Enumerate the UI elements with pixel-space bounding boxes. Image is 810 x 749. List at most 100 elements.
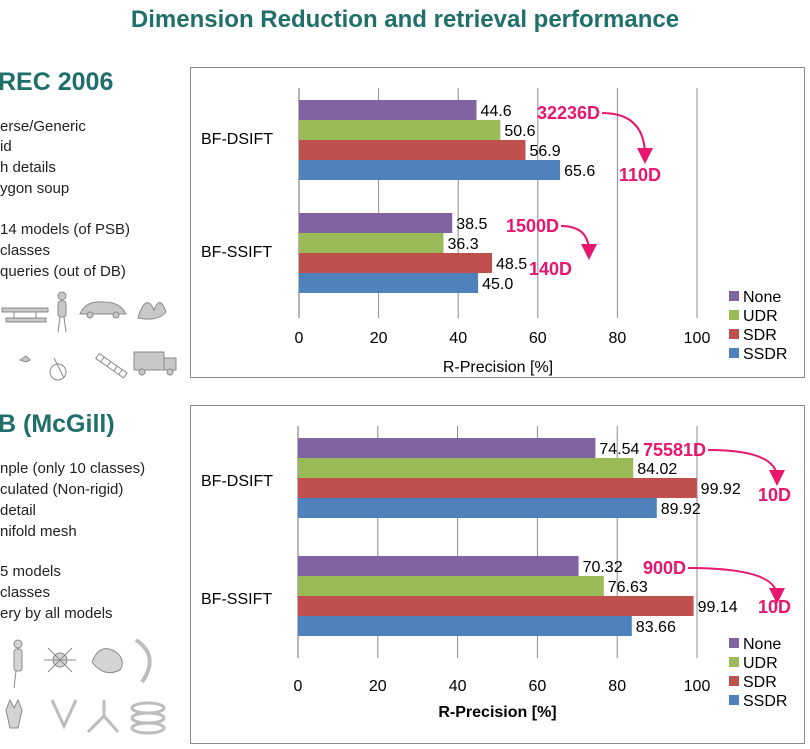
bar-ssdr [298, 498, 657, 518]
legend-swatch-none [729, 291, 739, 301]
annotation-arrow [688, 567, 785, 604]
legend-label: SSDR [743, 693, 787, 710]
section-heading-mcgill: B (McGill) [0, 410, 115, 438]
bar-none [298, 438, 596, 458]
legend-label: None [743, 289, 781, 306]
legend-swatch-ssdr [729, 695, 739, 705]
bar-value-label: 36.3 [447, 236, 478, 253]
bullet-text: culated (Non-rigid) [0, 481, 124, 498]
category-label: BF-DSIFT [201, 131, 273, 148]
bar-value-label: 70.32 [583, 559, 623, 576]
annotation-from-dimension: 900D [643, 558, 686, 578]
bar-none [299, 213, 453, 233]
chart-panel-mcgill: 0 20 40 60 80 100 BF-DSIFT 74.54 84.02 99.92 89.92… [190, 405, 805, 744]
bar-value-label: 99.92 [701, 481, 741, 498]
bar-none [299, 100, 477, 120]
bar-sdr [299, 140, 526, 160]
bar-ssdr [299, 273, 479, 293]
x-tick-label: 80 [608, 678, 626, 695]
legend-swatch-udr [729, 657, 739, 667]
bullet-text: ygon soup [0, 180, 70, 197]
annotation-from-dimension: 75581D [643, 440, 706, 460]
bar-none [298, 556, 579, 576]
bar-sdr [298, 596, 694, 616]
bullet-text: queries (out of DB) [0, 263, 126, 280]
annotation-to-dimension: 10D [758, 485, 791, 505]
legend-swatch-ssdr [729, 348, 739, 358]
model-thumbnails-mcgill [5, 638, 166, 735]
slide-title: Dimension Reduction and retrieval perfor… [130, 6, 680, 33]
annotation-arrow [561, 225, 597, 260]
bar-value-label: 48.5 [496, 256, 527, 273]
bullet-text: 14 models (of PSB) [0, 221, 131, 238]
bar-udr [298, 458, 634, 478]
category-label: BF-SSIFT [201, 591, 272, 608]
x-tick-label: 40 [449, 678, 467, 695]
x-tick-label: 80 [609, 330, 627, 347]
x-axis-label: R-Precision [%] [438, 704, 556, 721]
bar-value-label: 50.6 [504, 123, 535, 140]
bullet-text: detail [0, 502, 36, 519]
annotation-to-dimension: 110D [619, 165, 661, 185]
legend-label: SDR [743, 674, 777, 691]
annotation-arrow [708, 449, 785, 486]
bar-value-label: 38.5 [456, 216, 487, 233]
legend-label: None [743, 636, 781, 653]
annotation-from-dimension: 32236D [537, 103, 600, 123]
category-label: BF-SSIFT [201, 244, 272, 261]
x-tick-label: 40 [449, 330, 467, 347]
x-axis-label: R-Precision [%] [443, 359, 553, 376]
bullet-text: classes [0, 242, 51, 259]
bar-udr [299, 120, 501, 140]
chart-shrec: 0 20 40 60 80 100 BF-DSIFT 44.6 50.6 56.965.6 BF-S… [201, 88, 787, 376]
model-thumbnails-shrec [1, 291, 177, 381]
annotation-arrow [602, 112, 653, 164]
bullet-text: id [0, 138, 12, 155]
x-tick-label: 100 [684, 330, 711, 347]
chart-mcgill: 0 20 40 60 80 100 BF-DSIFT 74.54 84.02 99.9289.92… [201, 426, 791, 721]
bar-value-label: 74.54 [599, 441, 639, 458]
chart-panel-shrec: 0 20 40 60 80 100 BF-DSIFT 44.6 50.6 56.9 65.6 BF-S… [190, 67, 805, 378]
x-tick-label: 0 [295, 330, 304, 347]
legend-label: UDR [743, 655, 778, 672]
annotation-to-dimension: 10D [758, 597, 791, 617]
x-tick-label: 20 [369, 678, 387, 695]
legend-label: UDR [743, 308, 778, 325]
bar-value-label: 65.6 [564, 163, 595, 180]
annotation-to-dimension: 140D [529, 259, 572, 279]
bar-value-label: 56.9 [529, 143, 560, 160]
bar-value-label: 76.63 [608, 579, 648, 596]
legend-swatch-none [729, 638, 739, 648]
bullet-text: h details [0, 159, 56, 176]
x-tick-label: 100 [684, 678, 711, 695]
x-tick-label: 60 [529, 678, 547, 695]
bar-ssdr [298, 616, 632, 636]
legend-swatch-sdr [729, 676, 739, 686]
bar-udr [299, 233, 444, 253]
bar-value-label: 84.02 [637, 461, 677, 478]
category-label: BF-DSIFT [201, 473, 273, 490]
bar-sdr [299, 253, 493, 273]
bar-sdr [298, 478, 697, 498]
bar-value-label: 89.92 [661, 501, 701, 518]
annotation-from-dimension: 1500D [506, 216, 559, 236]
x-tick-label: 0 [294, 678, 303, 695]
bar-value-label: 44.6 [481, 103, 512, 120]
bar-ssdr [299, 160, 561, 180]
legend-label: SDR [743, 327, 777, 344]
bar-udr [298, 576, 604, 596]
section-heading-shrec: REC 2006 [0, 68, 114, 96]
bar-value-label: 83.66 [636, 619, 676, 636]
bar-value-label: 99.14 [698, 599, 738, 616]
bar-value-label: 45.0 [482, 276, 513, 293]
bullet-text: erse/Generic [0, 118, 86, 135]
x-tick-label: 60 [529, 330, 547, 347]
bullet-text: nple (only 10 classes) [0, 460, 146, 477]
bullet-text: classes [0, 584, 51, 601]
legend-swatch-udr [729, 310, 739, 320]
bullet-text: nifold mesh [0, 523, 77, 540]
legend-label: SSDR [743, 346, 787, 363]
bullet-text: ery by all models [0, 605, 113, 622]
legend-swatch-sdr [729, 329, 739, 339]
bullet-text: 5 models [0, 563, 61, 580]
